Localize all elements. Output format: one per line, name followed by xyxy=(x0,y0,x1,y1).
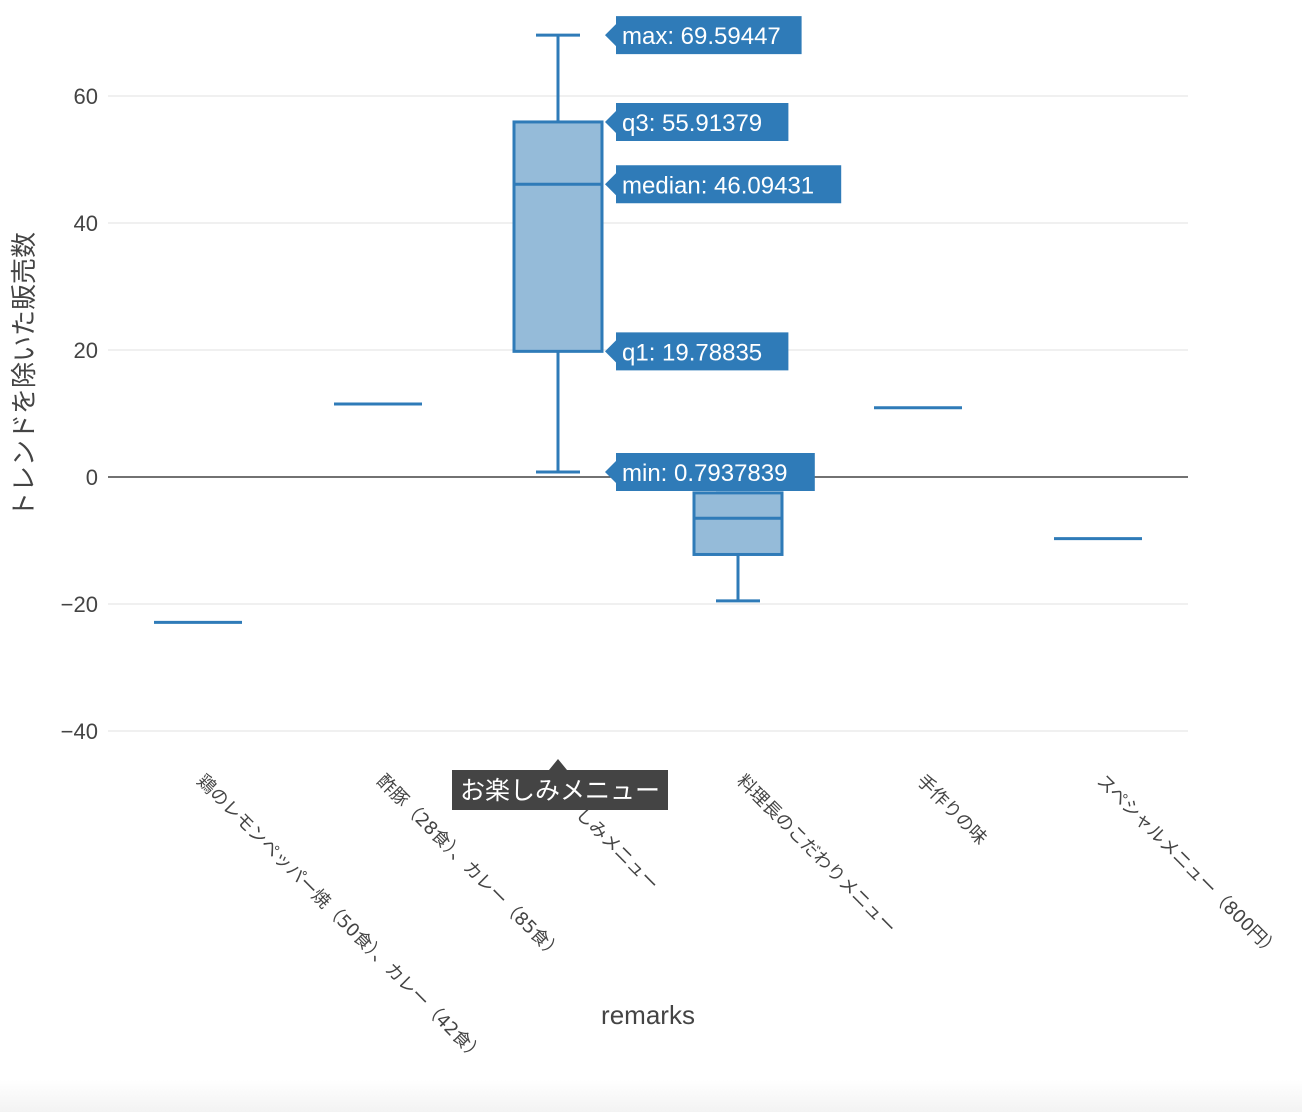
hover-label-text: q1: 19.78835 xyxy=(622,339,762,366)
x-axis-title: remarks xyxy=(601,1000,695,1030)
hover-label-box xyxy=(605,452,815,491)
y-tick-label: 0 xyxy=(86,465,98,490)
bottom-edge xyxy=(0,1080,1302,1112)
box-body xyxy=(512,120,604,353)
y-tick-label: 60 xyxy=(74,84,98,109)
y-tick-label: 40 xyxy=(74,211,98,236)
box-body xyxy=(692,491,784,556)
hover-label-text: median: 46.09431 xyxy=(622,172,814,199)
y-axis-ticks: 60 40 20 0 −20 −40 xyxy=(61,84,98,744)
box-series[interactable] xyxy=(154,33,1142,624)
hover-labels: max: 69.59447 q3: 55.91379 median: 46.0943… xyxy=(452,16,842,810)
y-axis-title: トレンドを除いた販売数 xyxy=(10,232,40,518)
y-tick-label: 20 xyxy=(74,338,98,363)
hover-category-box xyxy=(452,759,668,810)
x-axis-category-labels: 鶏のレモンペッパー焼（50食）、カレー（42食）酢豚（28食）、カレー（85食）… xyxy=(192,771,1283,1066)
hover-label-min: min: 0.7937839 xyxy=(605,452,815,491)
x-category-label: 料理長のこだわりメニュー xyxy=(732,771,900,939)
hover-label-q1: q1: 19.78835 xyxy=(605,332,789,371)
box-3[interactable] xyxy=(512,33,604,474)
x-category-label: 鶏のレモンペッパー焼（50食）、カレー（42食） xyxy=(192,771,487,1066)
hover-category-tag: お楽しみメニュー xyxy=(452,759,668,810)
hover-label-box xyxy=(605,165,842,204)
hover-category-text: お楽しみメニュー xyxy=(460,776,660,805)
x-category-label: スペシャルメニュー（800円） xyxy=(1092,771,1283,962)
hover-label-box xyxy=(605,102,789,141)
y-tick-label: −40 xyxy=(61,719,98,744)
hover-label-box xyxy=(605,332,789,371)
hover-label-text: min: 0.7937839 xyxy=(622,460,787,487)
hover-label-q3: q3: 55.91379 xyxy=(605,102,789,141)
hover-label-text: q3: 55.91379 xyxy=(622,110,762,137)
hover-label-max: max: 69.59447 xyxy=(605,16,802,55)
x-category-label: しみメニュー xyxy=(571,804,662,895)
x-category-label: 手作りの味 xyxy=(912,771,990,849)
hover-label-box xyxy=(605,16,802,55)
box-4[interactable] xyxy=(692,491,784,603)
hover-label-text: max: 69.59447 xyxy=(622,23,781,50)
y-tick-label: −20 xyxy=(61,592,98,617)
hover-label-median: median: 46.09431 xyxy=(605,165,842,204)
